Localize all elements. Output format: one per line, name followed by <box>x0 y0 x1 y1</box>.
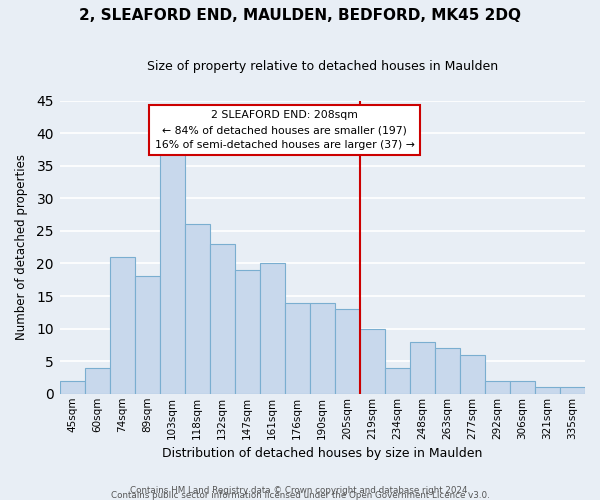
Bar <box>435 348 460 394</box>
Text: 2, SLEAFORD END, MAULDEN, BEDFORD, MK45 2DQ: 2, SLEAFORD END, MAULDEN, BEDFORD, MK45 … <box>79 8 521 22</box>
Bar <box>485 380 510 394</box>
X-axis label: Distribution of detached houses by size in Maulden: Distribution of detached houses by size … <box>162 447 482 460</box>
Bar <box>360 328 385 394</box>
Title: Size of property relative to detached houses in Maulden: Size of property relative to detached ho… <box>146 60 498 73</box>
Bar <box>85 368 110 394</box>
Bar <box>160 152 185 394</box>
Bar <box>510 380 535 394</box>
Bar <box>185 224 209 394</box>
Bar <box>410 342 435 394</box>
Bar <box>59 380 85 394</box>
Bar <box>335 309 360 394</box>
Y-axis label: Number of detached properties: Number of detached properties <box>15 154 28 340</box>
Bar <box>260 264 285 394</box>
Bar <box>134 276 160 394</box>
Bar <box>535 387 560 394</box>
Bar <box>235 270 260 394</box>
Bar <box>285 302 310 394</box>
Bar <box>560 387 585 394</box>
Bar <box>209 244 235 394</box>
Text: Contains public sector information licensed under the Open Government Licence v3: Contains public sector information licen… <box>110 491 490 500</box>
Text: Contains HM Land Registry data © Crown copyright and database right 2024.: Contains HM Land Registry data © Crown c… <box>130 486 470 495</box>
Bar <box>110 257 134 394</box>
Text: 2 SLEAFORD END: 208sqm
← 84% of detached houses are smaller (197)
16% of semi-de: 2 SLEAFORD END: 208sqm ← 84% of detached… <box>155 110 415 150</box>
Bar <box>385 368 410 394</box>
Bar <box>310 302 335 394</box>
Bar <box>460 354 485 394</box>
